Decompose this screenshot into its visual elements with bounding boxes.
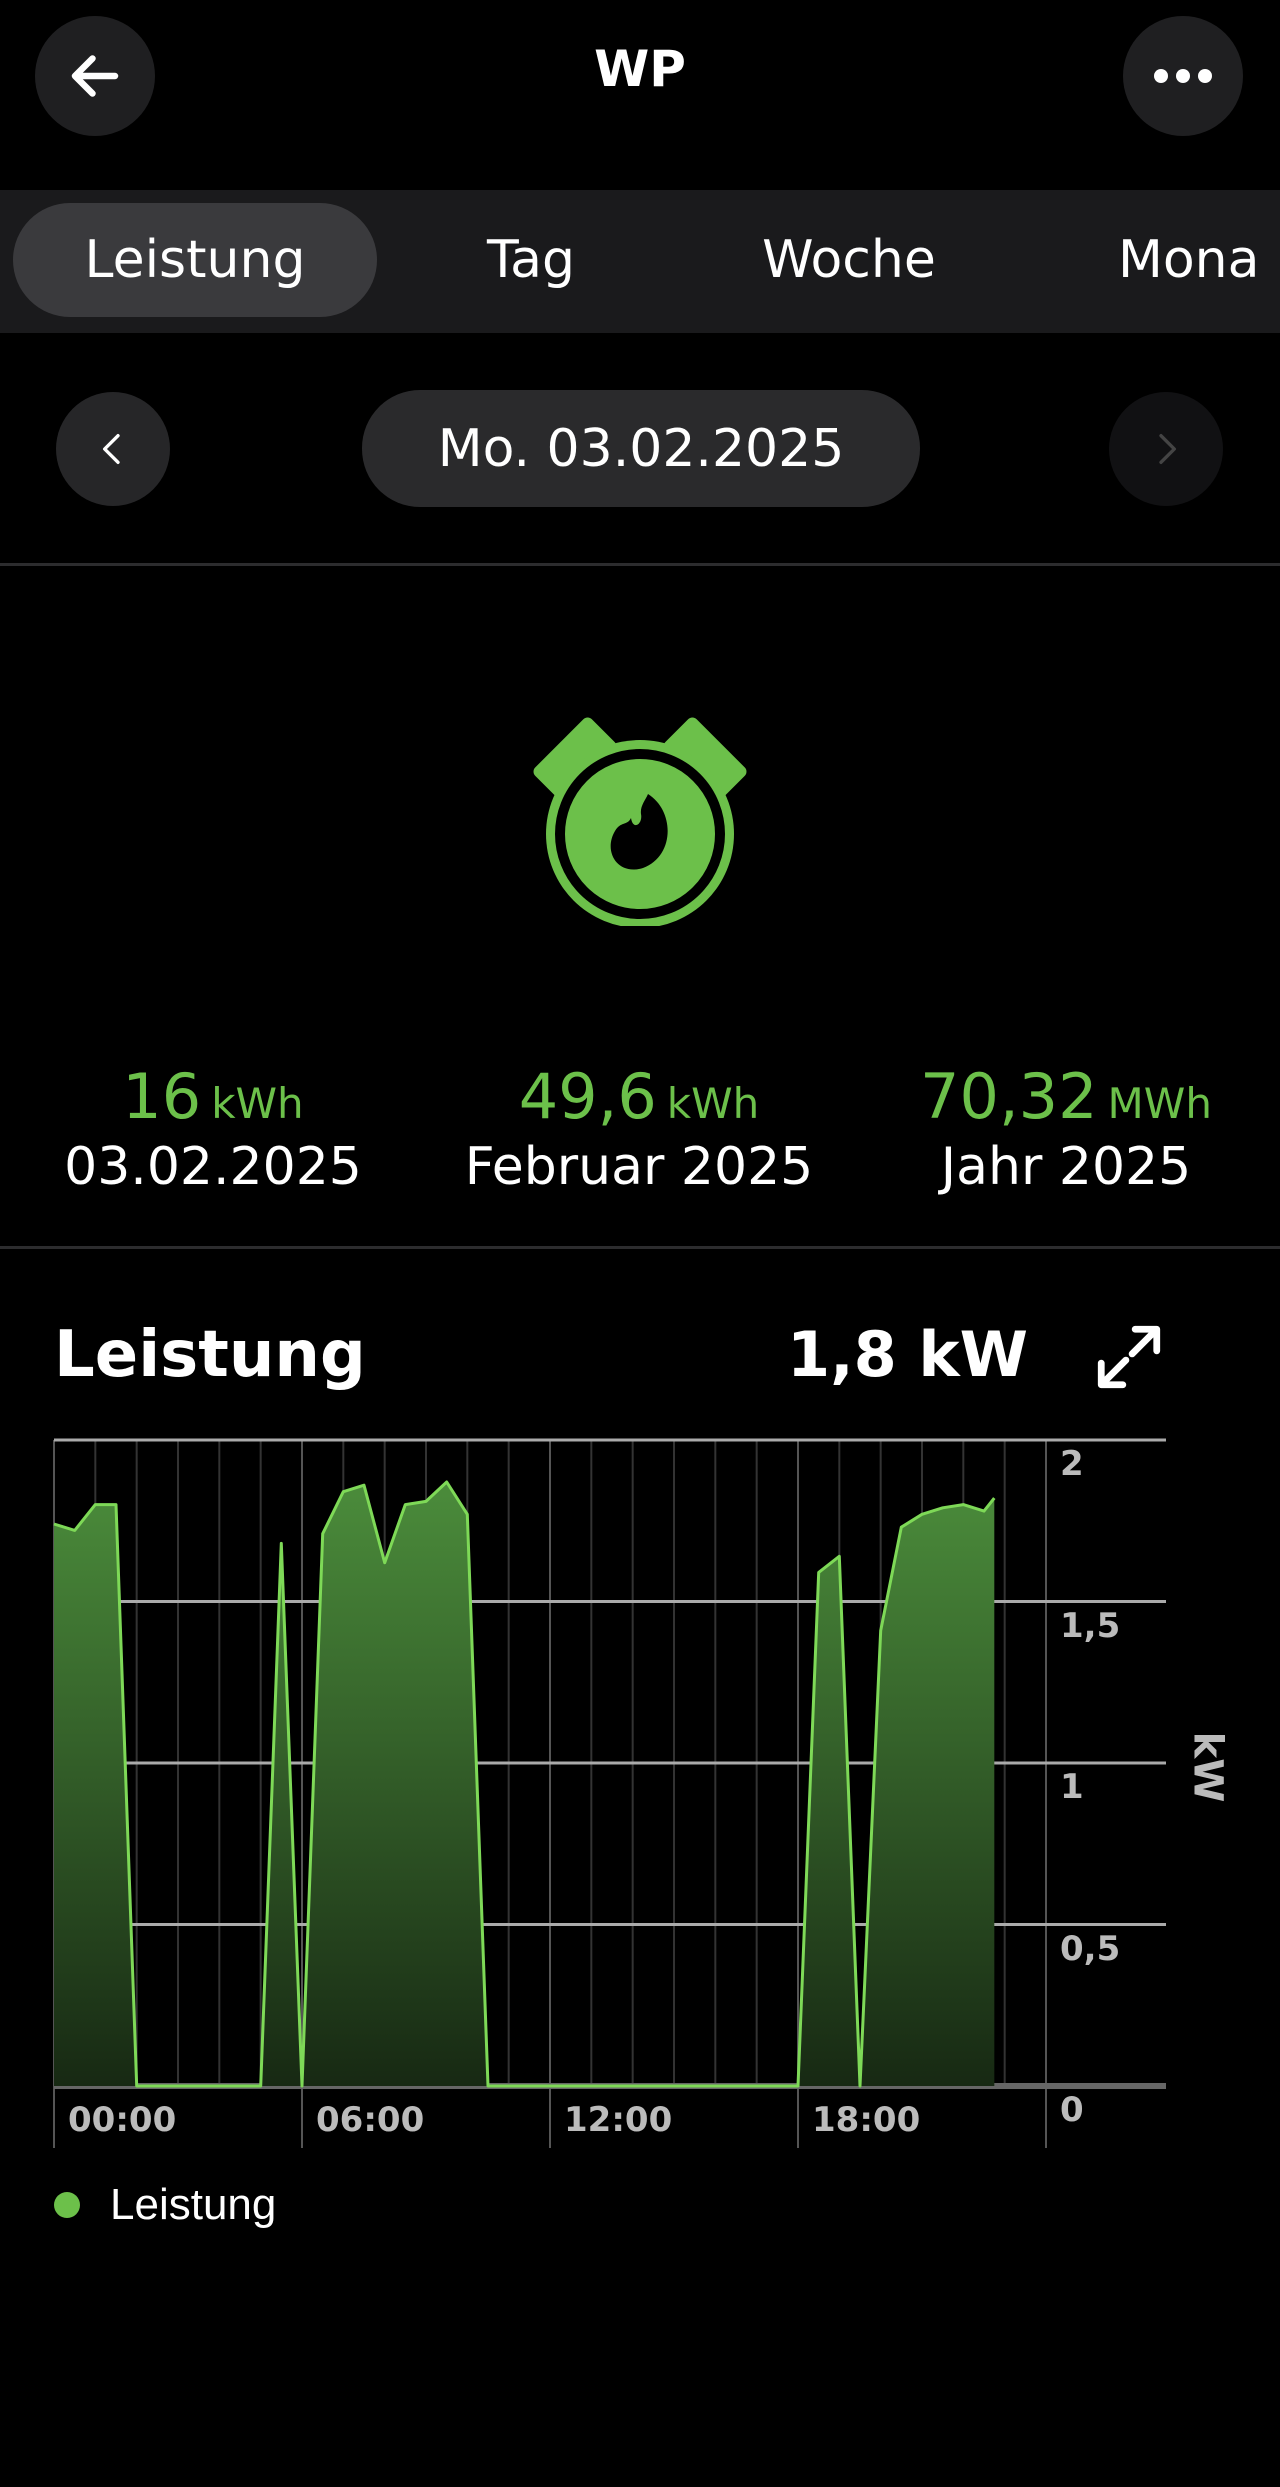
stat-year-label: Jahr 2025: [940, 1137, 1192, 1197]
arrow-left-icon: [71, 55, 119, 97]
stat-day: 16 kWh 03.02.2025: [3, 1060, 423, 1197]
chart-legend[interactable]: Leistung: [54, 2180, 276, 2230]
y-tick-label: 0,5: [1060, 1929, 1121, 1969]
x-tick-label: 00:00: [68, 2100, 177, 2140]
series-line-leistung: [53, 1480, 996, 2088]
y-tick-label: 1: [1060, 1767, 1084, 1807]
more-button[interactable]: [1123, 16, 1243, 136]
tab-tag[interactable]: Tag: [486, 230, 576, 290]
tab-leistung[interactable]: Leistung: [13, 203, 377, 317]
expand-icon[interactable]: [1092, 1320, 1166, 1394]
date-selector[interactable]: Mo. 03.02.2025: [362, 390, 920, 507]
current-power-value: 1,8 kW: [786, 1318, 1028, 1391]
previous-date-button[interactable]: [56, 392, 170, 506]
page-title: WP: [594, 40, 686, 98]
stat-year-unit: MWh: [1107, 1079, 1212, 1128]
chevron-left-icon: [103, 434, 120, 464]
power-chart: [53, 1438, 1166, 2148]
back-button[interactable]: [35, 16, 155, 136]
stat-day-label: 03.02.2025: [64, 1137, 362, 1197]
x-tick-label: 18:00: [812, 2100, 921, 2140]
stat-month-unit: kWh: [666, 1079, 760, 1128]
heat-pump-flame-icon: [533, 717, 747, 926]
divider: [0, 1246, 1280, 1249]
next-date-button[interactable]: [1109, 392, 1223, 506]
stat-year-value: 70,32: [920, 1060, 1098, 1133]
stat-day-value: 16: [122, 1060, 202, 1133]
ellipsis-icon: [1154, 69, 1212, 83]
x-tick-label: 06:00: [316, 2100, 425, 2140]
chevron-right-icon: [1159, 434, 1176, 464]
legend-label: Leistung: [110, 2180, 277, 2229]
y-tick-label: 2: [1060, 1444, 1084, 1484]
tab-woche[interactable]: Woche: [762, 230, 936, 290]
stat-month: 49,6 kWh Februar 2025: [429, 1060, 849, 1197]
stat-year: 70,32 MWh Jahr 2025: [856, 1060, 1276, 1197]
stat-day-unit: kWh: [211, 1079, 304, 1128]
chart-title: Leistung: [54, 1318, 366, 1392]
y-axis-label: kW: [1184, 1731, 1231, 1803]
stat-month-label: Februar 2025: [464, 1137, 814, 1197]
y-tick-label: 0: [1060, 2090, 1084, 2130]
legend-dot: [54, 2192, 80, 2218]
tab-monat[interactable]: Mona: [1118, 230, 1260, 290]
tab-bar: Leistung Tag Woche Mona: [0, 190, 1280, 333]
stat-month-value: 49,6: [518, 1060, 657, 1133]
divider: [0, 563, 1280, 566]
x-tick-label: 12:00: [564, 2100, 673, 2140]
y-tick-label: 1,5: [1060, 1606, 1121, 1646]
series-area-leistung: [54, 1482, 995, 2086]
